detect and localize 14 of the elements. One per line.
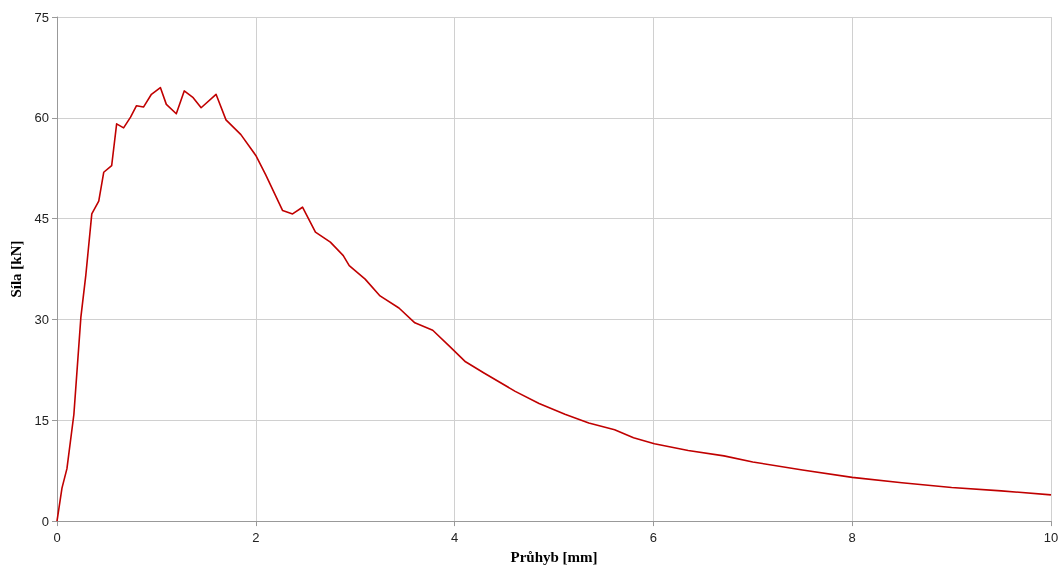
x-tick-label: 4 <box>450 530 459 546</box>
x-tick-label: 6 <box>649 530 658 546</box>
x-tick-label: 10 <box>1043 530 1059 546</box>
y-tick-label: 75 <box>34 9 49 25</box>
y-axis-title: Síla [kN] <box>7 240 24 298</box>
x-axis-title: Průhyb [mm] <box>510 548 598 565</box>
x-tick-label: 0 <box>53 530 61 546</box>
y-tick-label: 0 <box>41 513 49 529</box>
x-tick-label: 2 <box>252 530 260 546</box>
y-tick-label: 15 <box>34 412 49 428</box>
x-tick-label: 8 <box>848 530 856 546</box>
y-tick-label: 60 <box>34 110 49 126</box>
y-tick-label: 45 <box>34 211 49 227</box>
y-tick-label: 30 <box>34 311 49 327</box>
